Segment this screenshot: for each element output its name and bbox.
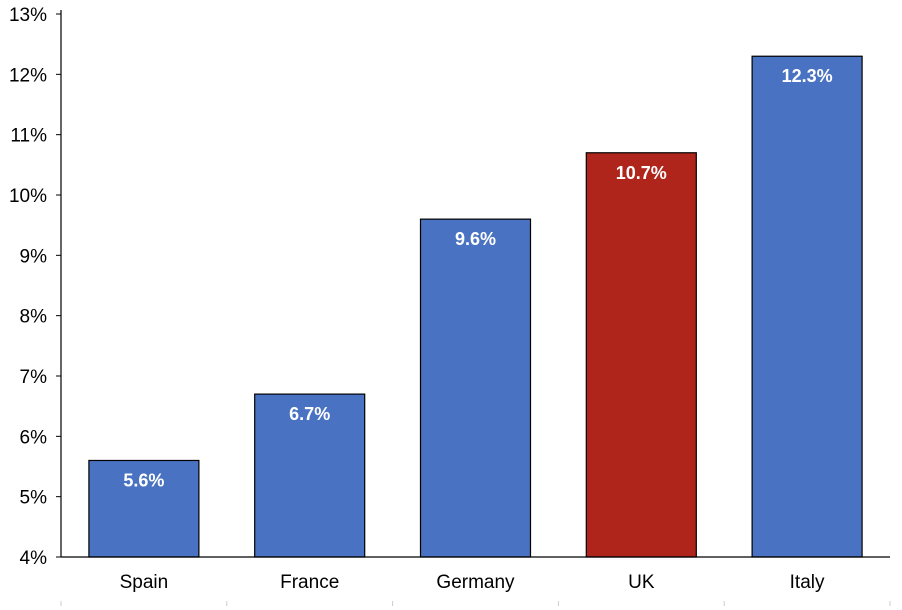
- x-axis: Spain France Germany UK Italy: [60, 556, 891, 606]
- data-label: 9.6%: [455, 229, 496, 249]
- y-tick-label: 9%: [20, 246, 48, 267]
- y-tick-label: 4%: [20, 548, 48, 569]
- y-tick-label: 11%: [10, 126, 47, 147]
- bar-spain: [88, 459, 200, 558]
- x-tick-label: France: [280, 572, 339, 593]
- x-tick-label: Germany: [436, 572, 515, 593]
- data-label: 6.7%: [289, 404, 330, 424]
- y-tick-label: 6%: [20, 427, 48, 448]
- y-tick-label: 10%: [9, 186, 47, 207]
- y-axis: 4% 5% 6% 7% 8% 9% 10% 11% 12% 13%: [9, 5, 62, 569]
- y-tick-label: 8%: [20, 307, 48, 328]
- bar-france: [254, 393, 366, 558]
- data-labels-group: 5.6% 6.7% 9.6% 10.7% 12.3%: [123, 66, 832, 490]
- bar-germany: [419, 218, 532, 558]
- data-label: 5.6%: [123, 470, 164, 490]
- data-label: 12.3%: [782, 66, 833, 86]
- y-tick-label: 13%: [9, 5, 47, 26]
- bar-uk: [585, 152, 697, 558]
- y-tick-label: 5%: [20, 488, 48, 509]
- x-tick-label: UK: [628, 572, 655, 593]
- bar-italy: [751, 55, 863, 558]
- x-tick-label: Spain: [120, 572, 169, 593]
- y-tick-label: 7%: [20, 367, 48, 388]
- bars-group: [88, 55, 863, 558]
- y-tick-label: 12%: [9, 65, 47, 86]
- data-label: 10.7%: [616, 163, 667, 183]
- x-tick-label: Italy: [790, 572, 825, 593]
